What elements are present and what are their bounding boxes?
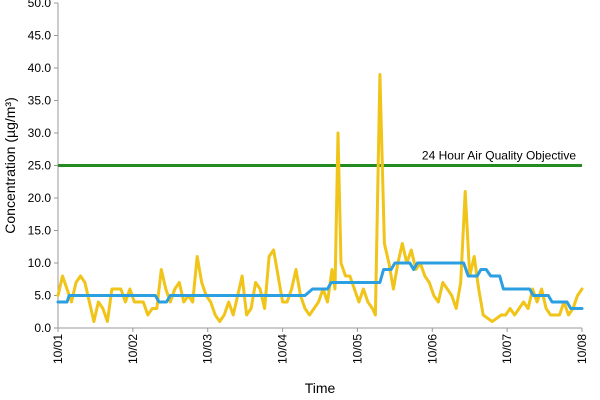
series-line-2 [56, 261, 584, 310]
y-tick-label: 25.0 [28, 159, 52, 173]
x-tick-label: 10/04 [276, 334, 290, 364]
x-tick-label: 10/05 [350, 334, 364, 364]
y-tick-label: 15.0 [28, 224, 52, 238]
y-tick-label: 35.0 [28, 94, 52, 108]
x-tick-label: 10/01 [51, 334, 65, 364]
x-tick-label: 10/06 [425, 334, 439, 364]
y-axis-ticks: 0.0 5.0 10.0 15.0 20.0 25.0 30.0 35.0 40.0 45.0 50… [28, 0, 58, 335]
x-tick-label: 10/07 [500, 334, 514, 364]
reference-line-label: 24 Hour Air Quality Objective [422, 149, 576, 163]
y-tick-label: 40.0 [28, 61, 52, 75]
series-layer [56, 73, 584, 323]
x-tick-label: 10/02 [126, 334, 140, 364]
y-tick-label: 45.0 [28, 29, 52, 43]
y-tick-label: 20.0 [28, 191, 52, 205]
y-tick-label: 5.0 [34, 289, 51, 303]
y-tick-label: 30.0 [28, 126, 52, 140]
y-tick-label: 0.0 [34, 321, 51, 335]
y-tick-label: 10.0 [28, 256, 52, 270]
y-axis-title: Concentration (µg/m³) [2, 97, 18, 233]
x-tick-label: 10/08 [575, 334, 589, 364]
x-axis-title: Time [305, 380, 336, 396]
x-tick-label: 10/03 [201, 334, 215, 364]
x-axis-ticks: 10/01 10/02 10/03 10/04 10/05 10/06 10/07 10/08 [51, 328, 589, 364]
y-tick-label: 50.0 [28, 0, 52, 10]
